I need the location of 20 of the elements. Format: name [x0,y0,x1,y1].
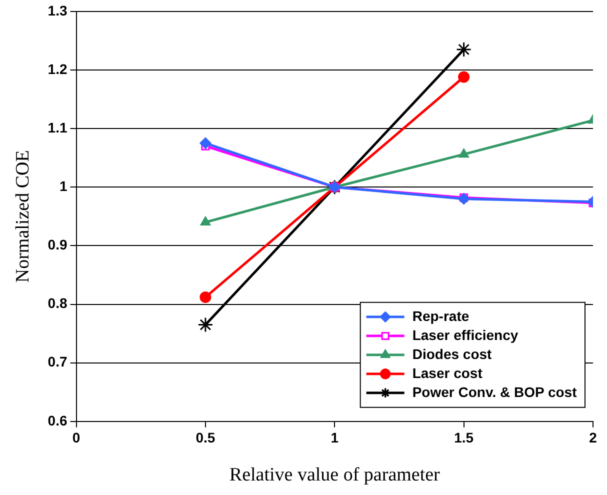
y-tick-label: 1.3 [48,2,68,18]
x-tick-label: 1.5 [454,430,474,446]
y-tick-label: 0.7 [48,354,68,370]
x-tick-label: 0.5 [196,430,216,446]
legend-label: Laser efficiency [412,326,518,343]
y-tick-label: 1.2 [48,60,68,77]
y-axis-title: Normalized COE [12,150,34,283]
legend-label: Laser cost [412,364,483,381]
legend-label: Diodes cost [412,346,492,362]
legend-label: Power Conv. & BOP cost [412,384,578,400]
y-tick-label: 1 [59,178,68,194]
x-tick-label: 0 [72,430,80,446]
y-tick-label: 1.1 [48,119,68,136]
x-tick-label: 1 [330,430,339,446]
legend-label: Rep-rate [412,308,470,324]
y-tick-label: 0.9 [48,236,68,253]
x-axis-title: Relative value of parameter [229,464,441,486]
y-tick-label: 0.6 [48,412,68,428]
y-tick-label: 0.8 [48,295,68,312]
x-tick-label: 2 [589,430,598,446]
